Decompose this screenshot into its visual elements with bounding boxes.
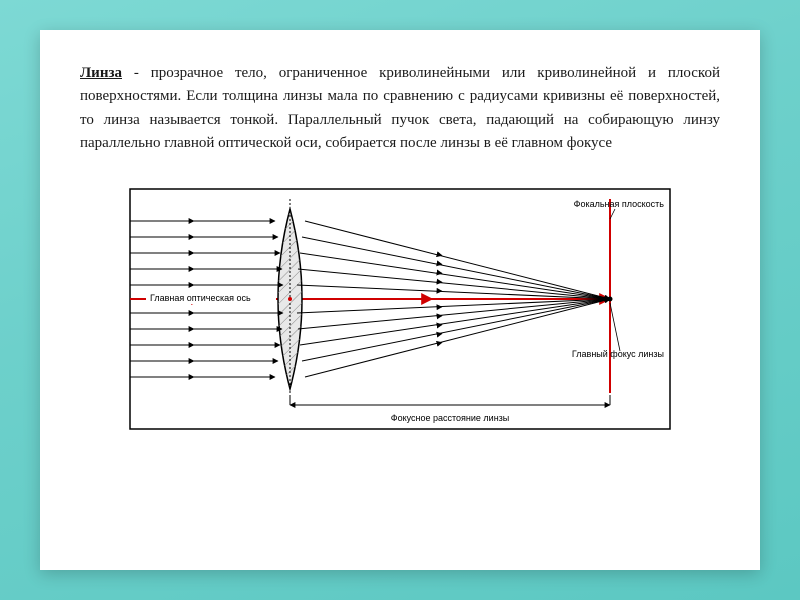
label-main-focus: Главный фокус линзы bbox=[572, 349, 664, 359]
slide-content: Линза - прозрачное тело, ограниченное кр… bbox=[40, 30, 760, 570]
label-optical-axis: Главная оптическая ось bbox=[150, 293, 251, 303]
definition-paragraph: Линза - прозрачное тело, ограниченное кр… bbox=[80, 62, 720, 155]
diagram-frame bbox=[130, 189, 670, 429]
label-focal-plane: Фокальная плоскость bbox=[574, 199, 665, 209]
label-focal-length: Фокусное расстояние линзы bbox=[391, 413, 510, 423]
focal-length-bracket bbox=[290, 395, 610, 405]
label-main-focus-leader bbox=[610, 303, 620, 351]
definition-text: - прозрачное тело, ограниченное криволин… bbox=[80, 65, 720, 151]
lens-center-point bbox=[288, 297, 292, 301]
focus-point bbox=[608, 297, 613, 302]
lens-diagram: Фокальная плоскость Главная оптическая о… bbox=[120, 179, 680, 439]
term: Линза bbox=[80, 65, 122, 81]
